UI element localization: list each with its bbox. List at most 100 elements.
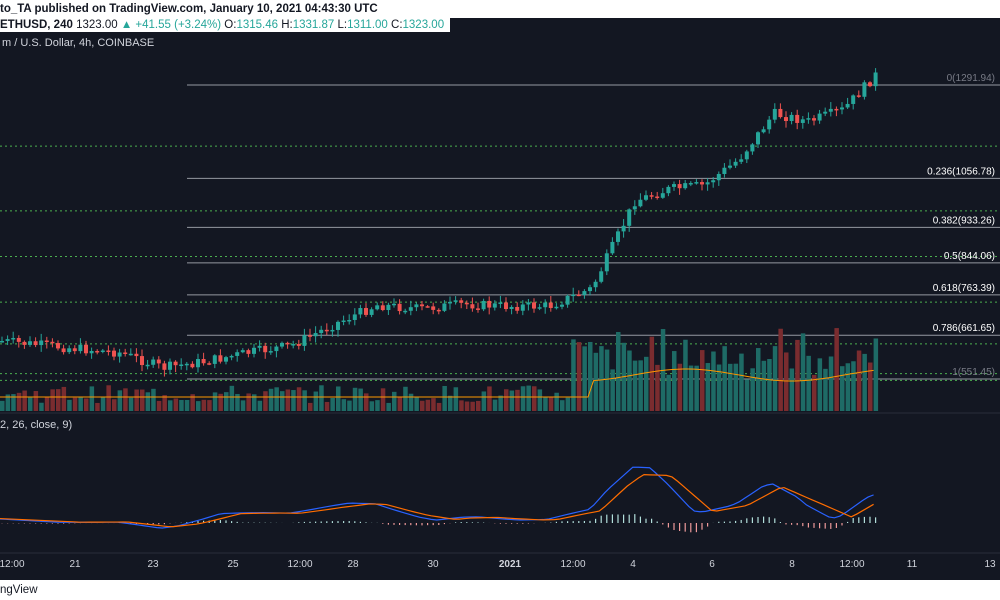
volume-bar bbox=[431, 398, 436, 411]
candle-body bbox=[156, 359, 161, 364]
candle-body bbox=[280, 342, 284, 347]
volume-bar bbox=[56, 389, 61, 411]
volume-bar bbox=[84, 398, 89, 411]
low-value: 1311.00 bbox=[347, 19, 388, 31]
candle-body bbox=[386, 304, 391, 311]
candle-body bbox=[22, 341, 27, 345]
candle-body bbox=[459, 300, 464, 303]
volume-bar bbox=[100, 397, 106, 411]
candle-body bbox=[481, 300, 486, 310]
volume-bar bbox=[767, 359, 772, 411]
chart-subtitle: m / U.S. Dollar, 4h, COINBASE bbox=[2, 37, 155, 49]
volume-bar bbox=[285, 389, 291, 411]
candle-body bbox=[649, 195, 654, 197]
volume-bar bbox=[800, 333, 806, 411]
volume-bar bbox=[459, 400, 464, 411]
volume-bar bbox=[610, 369, 615, 411]
candle-body bbox=[851, 95, 856, 104]
volume-bar bbox=[711, 351, 716, 411]
x-axis-tick: 13 bbox=[984, 559, 996, 570]
volume-bar bbox=[616, 331, 621, 411]
volume-bar bbox=[212, 392, 218, 411]
volume-bar bbox=[817, 358, 823, 411]
macd-indicator-label[interactable]: 2, 26, close, 9) bbox=[0, 419, 73, 431]
volume-bar bbox=[448, 395, 453, 411]
volume-bar bbox=[599, 346, 604, 411]
candle-body bbox=[845, 103, 850, 108]
volume-bar bbox=[436, 402, 442, 411]
candle-body bbox=[616, 231, 620, 242]
volume-bar bbox=[571, 339, 576, 411]
candle-body bbox=[442, 303, 447, 311]
candle-body bbox=[67, 348, 72, 353]
candle-body bbox=[582, 291, 587, 295]
volume-bar bbox=[207, 400, 212, 411]
volume-bar bbox=[336, 386, 341, 411]
candle-body bbox=[868, 82, 872, 87]
volume-bar bbox=[16, 392, 22, 411]
fib-level-label: 1(551.45) bbox=[952, 367, 995, 378]
candle-body bbox=[0, 340, 4, 343]
volume-bar bbox=[28, 397, 33, 411]
volume-bar bbox=[347, 400, 352, 411]
candle-body bbox=[571, 294, 576, 297]
candle-body bbox=[711, 180, 716, 183]
candle-body bbox=[112, 350, 116, 357]
volume-bar bbox=[291, 390, 296, 411]
candle-body bbox=[470, 304, 475, 309]
volume-bar bbox=[50, 389, 55, 411]
candle-body bbox=[106, 350, 111, 352]
candle-body bbox=[358, 308, 363, 315]
x-axis-tick: 4 bbox=[630, 559, 636, 570]
candle-body bbox=[302, 335, 307, 346]
volume-bar bbox=[296, 387, 302, 411]
volume-bar bbox=[324, 401, 330, 411]
volume-bar bbox=[5, 394, 11, 411]
candle-body bbox=[56, 343, 60, 349]
candle-body bbox=[162, 363, 167, 370]
candle-body bbox=[408, 307, 413, 311]
signal-line bbox=[0, 474, 874, 528]
volume-bar bbox=[0, 400, 5, 411]
candle-body bbox=[543, 302, 548, 308]
volume-bar bbox=[179, 400, 184, 411]
fib-level-label: 0.236(1056.78) bbox=[927, 166, 995, 177]
fib-level-label: 0(1291.94) bbox=[947, 73, 995, 84]
volume-bar bbox=[582, 346, 587, 411]
x-axis-tick: 8 bbox=[789, 559, 795, 570]
candle-body bbox=[218, 355, 223, 362]
candle-body bbox=[873, 72, 878, 87]
volume-bar bbox=[425, 399, 431, 411]
candle-body bbox=[806, 118, 811, 120]
candle-body bbox=[739, 159, 744, 162]
macd-line bbox=[0, 466, 874, 529]
candle-body bbox=[487, 300, 492, 308]
candle-body bbox=[750, 144, 755, 152]
candle-body bbox=[554, 306, 559, 309]
volume-bar bbox=[515, 389, 520, 411]
candle-body bbox=[560, 304, 564, 307]
candle-body bbox=[151, 359, 156, 365]
volume-bar bbox=[375, 400, 380, 411]
candle-body bbox=[588, 287, 592, 292]
volume-bar bbox=[627, 350, 632, 411]
volume-bar bbox=[341, 399, 347, 411]
candle-body bbox=[632, 206, 637, 210]
candle-body bbox=[369, 309, 374, 315]
volume-bar bbox=[128, 397, 134, 411]
x-axis-tick: 30 bbox=[427, 559, 439, 570]
volume-bar bbox=[593, 352, 599, 411]
volume-bar bbox=[117, 390, 123, 411]
volume-bar bbox=[683, 339, 688, 411]
candle-body bbox=[532, 302, 536, 309]
volume-bar bbox=[420, 400, 425, 411]
volume-bar bbox=[358, 388, 363, 411]
volume-bar bbox=[784, 352, 789, 411]
volume-bar bbox=[173, 398, 179, 411]
volume-bar bbox=[812, 374, 817, 411]
volume-bar bbox=[268, 388, 274, 411]
candle-body bbox=[492, 303, 497, 308]
symbol-label[interactable]: ETHUSD, 240 bbox=[0, 19, 73, 31]
volume-bar bbox=[733, 363, 739, 411]
